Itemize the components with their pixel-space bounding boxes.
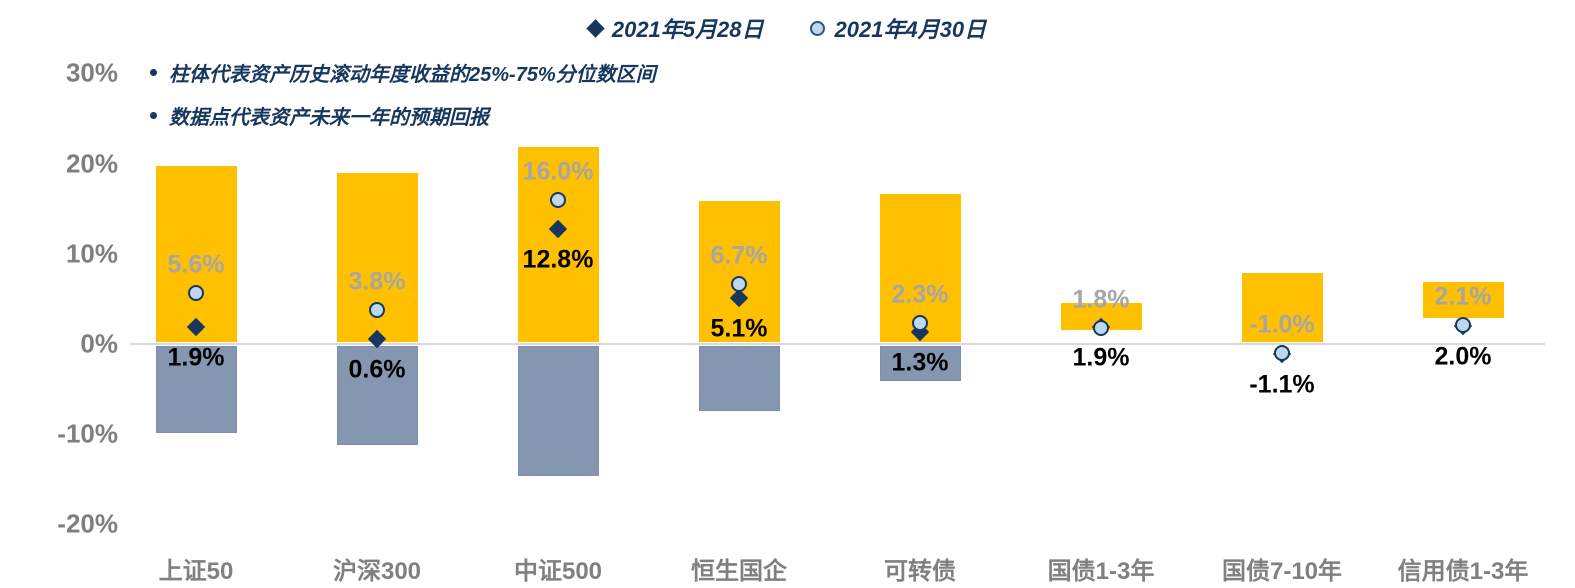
y-axis-tick-label: 0% — [80, 328, 118, 359]
circle-marker — [1455, 317, 1471, 334]
may28-value-label: 1.3% — [891, 348, 949, 377]
legend-label-apr30: 2021年4月30日 — [834, 17, 987, 42]
may28-value-label: 2.0% — [1434, 342, 1492, 371]
x-axis-category-label: 上证50 — [158, 558, 234, 585]
may28-value-label: 12.8% — [522, 245, 594, 274]
circle-marker — [188, 285, 204, 302]
x-axis-category-label: 国债1-3年 — [1047, 558, 1155, 585]
x-axis-category-label: 中证500 — [513, 558, 603, 585]
may28-value-label: 1.9% — [1072, 343, 1130, 372]
x-axis-category-label: 沪深300 — [332, 558, 422, 585]
diamond-icon — [586, 18, 605, 38]
may28-value-label: 0.6% — [348, 355, 406, 384]
bullet-icon — [150, 69, 157, 76]
apr30-value-label: 2.3% — [891, 280, 949, 309]
apr30-value-label: 2.1% — [1434, 282, 1492, 311]
chart-legend: 2021年5月28日 2021年4月30日 — [0, 12, 1575, 44]
annotation-text-1: 柱体代表资产历史滚动年度收益的25%-75%分位数区间 — [169, 64, 656, 86]
apr30-value-label: 6.7% — [710, 241, 768, 270]
bar-lower-segment — [155, 346, 237, 434]
annotation-bar-definition: 柱体代表资产历史滚动年度收益的25%-75%分位数区间 — [150, 58, 656, 87]
circle-marker — [912, 315, 928, 332]
y-axis-tick-label: 10% — [65, 238, 118, 269]
bar-lower-segment — [879, 346, 961, 381]
bullet-icon — [150, 112, 157, 119]
circle-marker — [550, 191, 566, 208]
circle-marker — [731, 275, 747, 292]
bar-lower-segment — [698, 346, 780, 411]
legend-item-may28: 2021年5月28日 — [586, 12, 764, 44]
annotation-text-2: 数据点代表资产未来一年的预期回报 — [169, 107, 489, 129]
x-axis-category-label: 国债7-10年 — [1221, 558, 1343, 585]
legend-item-apr30: 2021年4月30日 — [809, 12, 987, 44]
circle-marker — [369, 301, 385, 318]
may28-value-label: 1.9% — [167, 343, 225, 372]
may28-value-label: 5.1% — [710, 314, 768, 343]
apr30-value-label: -1.0% — [1249, 310, 1315, 339]
zero-gridline — [130, 343, 1545, 345]
y-axis-tick-label: -20% — [57, 508, 118, 539]
circle-marker — [1093, 319, 1109, 336]
apr30-value-label: 16.0% — [522, 157, 594, 186]
x-axis-category-label: 可转债 — [884, 558, 956, 585]
annotation-point-definition: 数据点代表资产未来一年的预期回报 — [150, 101, 656, 130]
bar-upper-segment — [155, 166, 237, 342]
bar-lower-segment — [517, 346, 599, 476]
may28-value-label: -1.1% — [1249, 370, 1315, 399]
apr30-value-label: 1.8% — [1072, 285, 1130, 314]
circle-marker — [1274, 345, 1290, 362]
y-axis-tick-label: 20% — [65, 148, 118, 179]
bar-upper-segment — [1422, 281, 1504, 318]
apr30-value-label: 3.8% — [348, 267, 406, 296]
bar-lower-segment — [336, 346, 418, 446]
bar-upper-segment — [1241, 272, 1323, 342]
legend-label-may28: 2021年5月28日 — [611, 17, 764, 42]
chart-annotations: 柱体代表资产历史滚动年度收益的25%-75%分位数区间 数据点代表资产未来一年的… — [150, 58, 656, 144]
apr30-value-label: 5.6% — [167, 250, 225, 279]
bar-upper-segment — [698, 201, 780, 342]
bar-upper-segment — [517, 147, 599, 342]
x-axis-category-label: 恒生国企 — [691, 558, 787, 585]
y-axis-tick-label: 30% — [65, 57, 118, 88]
circle-icon — [809, 20, 825, 36]
x-axis-category-label: 信用债1-3年 — [1397, 558, 1529, 585]
y-axis-tick-label: -10% — [57, 418, 118, 449]
